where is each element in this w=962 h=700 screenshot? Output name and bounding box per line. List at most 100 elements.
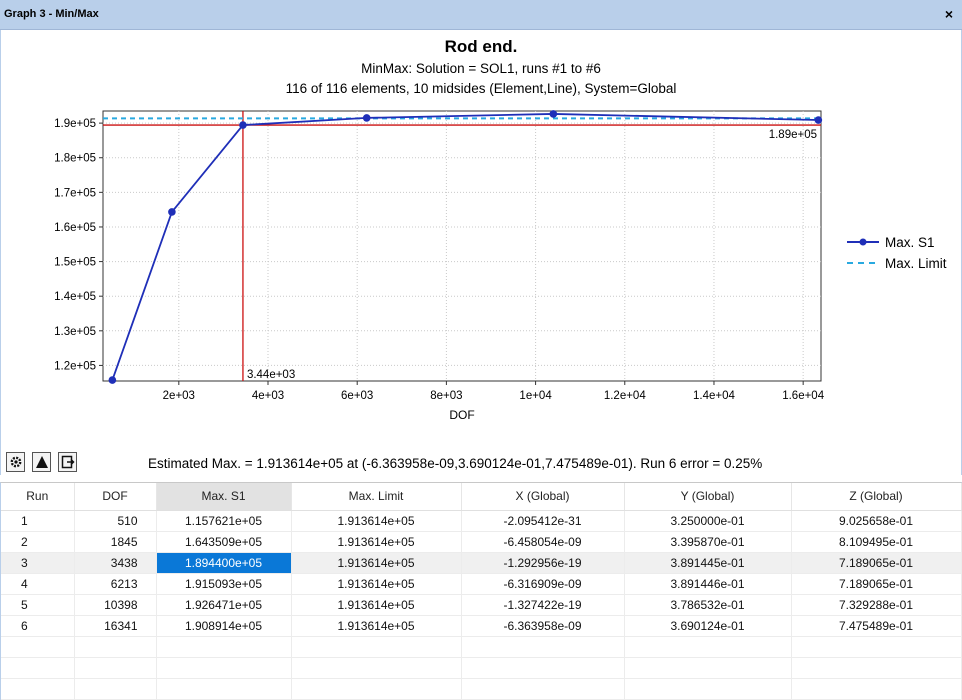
table-cell[interactable]: 3.891445e-01 <box>624 552 792 574</box>
table-cell[interactable]: 3.891446e-01 <box>624 573 792 595</box>
table-row[interactable]: 6 16341 1.908914e+05 1.913614e+05 -6.363958e… <box>1 615 962 637</box>
x-axis-label: DOF <box>449 408 474 422</box>
table-cell[interactable]: 1.913614e+05 <box>291 510 462 532</box>
table-cell[interactable]: 3.250000e-01 <box>624 510 792 532</box>
empty-cell <box>156 636 292 658</box>
table-row[interactable]: 5 10398 1.926471e+05 1.913614e+05 -1.327422e… <box>1 594 962 616</box>
table-cell[interactable]: 1.915093e+05 <box>156 573 292 595</box>
empty-cell <box>156 657 292 679</box>
table-cell[interactable]: 5 <box>1 594 75 616</box>
column-header[interactable]: Max. Limit <box>291 483 462 511</box>
column-header[interactable]: Y (Global) <box>624 483 792 511</box>
table-cell[interactable]: 8.109495e-01 <box>791 531 962 553</box>
table-cell[interactable]: -6.458054e-09 <box>461 531 625 553</box>
table-cell[interactable]: 7.189065e-01 <box>791 573 962 595</box>
empty-cell <box>74 636 157 658</box>
table-cell[interactable]: 10398 <box>74 594 157 616</box>
empty-cell <box>291 657 462 679</box>
table-cell[interactable]: 1.643509e+05 <box>156 531 292 553</box>
triangle-icon <box>35 456 48 468</box>
data-point-max-s1[interactable] <box>814 116 823 124</box>
x-tick-label: 1.2e+04 <box>604 390 646 402</box>
table-cell[interactable]: -1.327422e-19 <box>461 594 625 616</box>
x-tick-label: 1.6e+04 <box>782 390 824 402</box>
table-cell[interactable]: 3438 <box>74 552 157 574</box>
column-header[interactable]: Z (Global) <box>791 483 962 511</box>
table-row[interactable]: 3 3438 1.894400e+05 1.913614e+05 -1.292956e-… <box>1 552 962 574</box>
table-cell[interactable]: 3.786532e-01 <box>624 594 792 616</box>
empty-cell <box>74 678 157 700</box>
table-row[interactable]: 2 1845 1.643509e+05 1.913614e+05 -6.458054e-… <box>1 531 962 553</box>
table-cell[interactable]: 1.913614e+05 <box>291 594 462 616</box>
table-cell[interactable]: 7.329288e-01 <box>791 594 962 616</box>
table-cell[interactable]: 510 <box>74 510 157 532</box>
close-icon[interactable]: × <box>944 6 954 22</box>
table-cell[interactable]: -6.363958e-09 <box>461 615 625 637</box>
y-tick-label: 1.2e+05 <box>54 360 96 372</box>
legend-marker-max-s1 <box>859 238 867 246</box>
legend-label-max-s1: Max. S1 <box>885 235 935 250</box>
settings-button[interactable] <box>6 452 25 472</box>
empty-cell <box>624 636 792 658</box>
chart-subtitle-1: MinMax: Solution = SOL1, runs #1 to #6 <box>361 61 601 76</box>
table-cell[interactable]: 1.913614e+05 <box>291 531 462 553</box>
data-point-max-s1[interactable] <box>168 208 176 216</box>
y-tick-label: 1.4e+05 <box>54 291 96 303</box>
x-tick-label: 8e+03 <box>430 390 462 402</box>
empty-cell <box>461 678 625 700</box>
data-point-max-s1[interactable] <box>108 376 117 384</box>
y-tick-label: 1.6e+05 <box>54 222 96 234</box>
table-cell[interactable]: 2 <box>1 531 75 553</box>
table-cell[interactable]: 1.913614e+05 <box>291 552 462 574</box>
empty-cell <box>624 678 792 700</box>
empty-row <box>1 636 962 658</box>
table-cell[interactable]: 4 <box>1 573 75 595</box>
table-cell[interactable]: -1.292956e-19 <box>461 552 625 574</box>
gear-icon <box>10 456 21 468</box>
table-cell[interactable]: 1845 <box>74 531 157 553</box>
empty-cell <box>624 657 792 679</box>
data-point-max-s1[interactable] <box>362 114 371 122</box>
series-line-max-s1 <box>111 113 819 381</box>
table-cell[interactable]: 6 <box>1 615 75 637</box>
table-cell[interactable]: -2.095412e-31 <box>461 510 625 532</box>
table-cell[interactable]: -6.316909e-09 <box>461 573 625 595</box>
table-cell[interactable]: 1 <box>1 510 75 532</box>
table-cell[interactable]: 1.894400e+05 <box>156 552 292 574</box>
x-tick-label: 2e+03 <box>163 390 195 402</box>
column-header[interactable]: Max. S1 <box>156 483 292 511</box>
y-tick-label: 1.8e+05 <box>54 153 96 165</box>
table-cell[interactable]: 9.025658e-01 <box>791 510 962 532</box>
data-point-max-s1[interactable] <box>549 110 558 118</box>
empty-cell <box>291 636 462 658</box>
table-row[interactable]: 1 510 1.157621e+05 1.913614e+05 -2.095412e-3… <box>1 510 962 532</box>
x-tick-label: 6e+03 <box>341 390 373 402</box>
peak-button[interactable] <box>32 452 51 472</box>
table-cell[interactable]: 3.395870e-01 <box>624 531 792 553</box>
minmax-chart[interactable]: Rod end. MinMax: Solution = SOL1, runs #… <box>1 30 961 450</box>
table-cell[interactable]: 1.926471e+05 <box>156 594 292 616</box>
export-button[interactable] <box>58 452 77 472</box>
export-icon <box>61 455 75 469</box>
table-cell[interactable]: 3.690124e-01 <box>624 615 792 637</box>
table-cell[interactable]: 16341 <box>74 615 157 637</box>
y-tick-label: 1.5e+05 <box>54 257 96 269</box>
column-header[interactable]: X (Global) <box>461 483 625 511</box>
table-cell[interactable]: 3 <box>1 552 75 574</box>
column-header[interactable]: DOF <box>74 483 157 511</box>
crosshair-y-label: 1.89e+05 <box>769 129 817 141</box>
empty-row <box>1 678 962 700</box>
table-cell[interactable]: 6213 <box>74 573 157 595</box>
table-cell[interactable]: 1.913614e+05 <box>291 573 462 595</box>
empty-cell <box>461 657 625 679</box>
data-point-max-s1[interactable] <box>239 121 247 129</box>
table-row[interactable]: 4 6213 1.915093e+05 1.913614e+05 -6.316909e-… <box>1 573 962 595</box>
results-table[interactable]: Run DOF Max. S1 Max. Limit X (Global) Y (Glob… <box>0 482 962 700</box>
table-cell[interactable]: 1.913614e+05 <box>291 615 462 637</box>
table-cell[interactable]: 7.189065e-01 <box>791 552 962 574</box>
table-cell[interactable]: 7.475489e-01 <box>791 615 962 637</box>
column-header[interactable]: Run <box>1 483 75 511</box>
empty-cell <box>791 678 962 700</box>
table-cell[interactable]: 1.908914e+05 <box>156 615 292 637</box>
table-cell[interactable]: 1.157621e+05 <box>156 510 292 532</box>
